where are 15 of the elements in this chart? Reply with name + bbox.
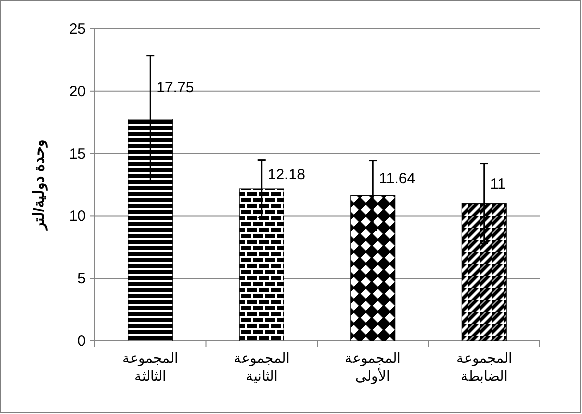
data-label: 17.75 (156, 80, 194, 97)
y-tick-label: 20 (69, 83, 86, 100)
x-tick-label: المجموعة الثانية (234, 350, 290, 384)
y-tick-label: 10 (69, 208, 86, 226)
x-tick-label: المجموعة الضابطة (456, 350, 512, 384)
y-tick-label: 5 (78, 270, 86, 288)
data-label: 11.64 (379, 170, 416, 188)
y-tick-label: 15 (69, 146, 86, 163)
x-tick-label: المجموعة الثالثة (122, 350, 179, 384)
y-axis-title: وحدة دولية/لتر (31, 140, 48, 232)
x-tick-label: المجموعة الأولى (345, 350, 402, 385)
data-label: 12.18 (268, 166, 306, 184)
y-tick-label: 0 (78, 333, 86, 350)
y-tick-label: 25 (69, 21, 86, 38)
data-label: 11 (490, 176, 506, 193)
